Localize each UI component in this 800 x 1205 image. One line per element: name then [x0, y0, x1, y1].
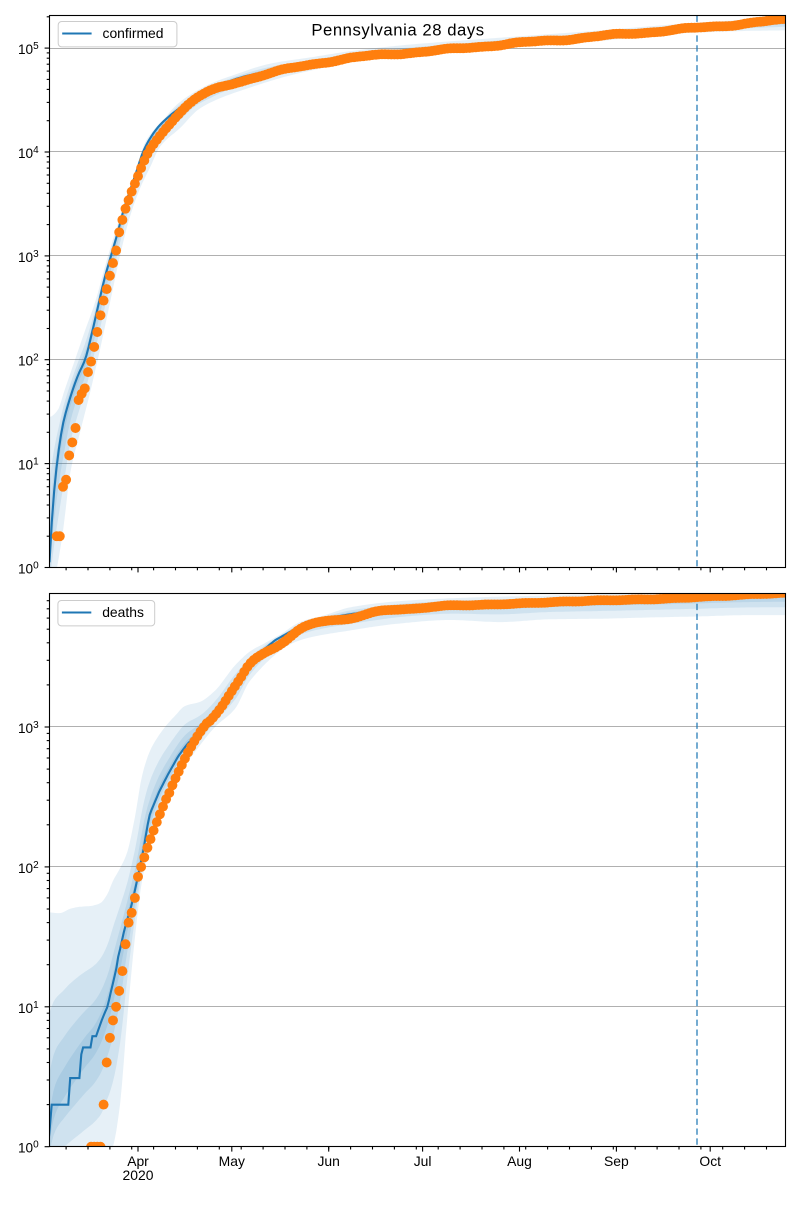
svg-text:Pennsylvania 28 days: Pennsylvania 28 days	[311, 21, 484, 40]
svg-text:2020: 2020	[123, 1167, 154, 1183]
svg-text:Apr: Apr	[127, 1153, 149, 1169]
svg-text:Jun: Jun	[317, 1153, 339, 1169]
svg-text:May: May	[219, 1153, 245, 1169]
svg-text:confirmed: confirmed	[103, 25, 164, 41]
svg-text:Sep: Sep	[604, 1153, 629, 1169]
svg-text:Aug: Aug	[507, 1153, 532, 1169]
svg-text:Jul: Jul	[414, 1153, 432, 1169]
svg-text:Oct: Oct	[699, 1153, 721, 1169]
svg-text:deaths: deaths	[102, 604, 144, 620]
